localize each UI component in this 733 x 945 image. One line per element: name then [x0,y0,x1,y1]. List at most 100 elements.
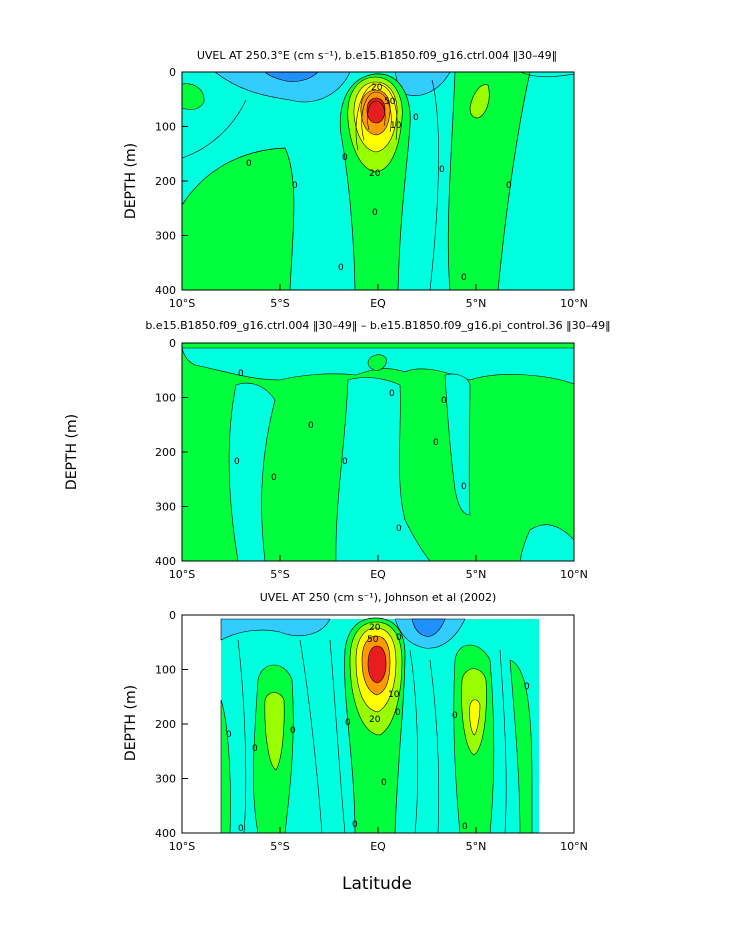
top-green-left [181,147,295,291]
bottom-title: UVEL AT 250 (cm s⁻¹), Johnson et al (200… [260,591,497,604]
top-y-tick-label: 0 [169,66,176,79]
top-green-surface-left [181,83,205,110]
bottom-ylabel: DEPTH (m) [123,685,139,761]
top-plot-area: 20 50 0 0 0 0 0 20 0 0 0 0 10 [181,71,575,291]
bottom-plot-area: 20 50 0 0 0 0 0 0 20 0 0 0 0 0 10 0 [181,614,575,834]
bottom-contour-labels: 20 50 0 0 0 0 0 0 20 0 0 0 0 0 10 0 [226,623,530,834]
top-x-tick-label: 5°S [270,297,289,310]
top-contour-labels: 20 50 0 0 0 0 0 20 0 0 0 0 10 [246,83,512,283]
middle-clabel-0-b: 0 [234,457,240,467]
top-clabel-0-b: 0 [292,181,298,191]
top-title: UVEL AT 250.3°E (cm s⁻¹), b.e15.B1850.f0… [197,49,557,62]
bottom-y-axis: 0 100 200 300 400 [155,609,188,840]
top-clabel-0-f: 0 [413,113,419,123]
top-clabel-0-g: 0 [439,165,445,175]
middle-x-tick-label: 5°N [466,568,487,581]
bottom-clabel-0-g: 0 [381,778,387,788]
middle-cyan-band-center [335,377,431,562]
bottom-yellow-band-right [469,699,481,736]
bottom-clabel-0-d: 0 [238,824,244,834]
bottom-y-tick-label: 0 [169,609,176,622]
bottom-clabel-0-j: 0 [452,711,458,721]
panel-bottom: UVEL AT 250 (cm s⁻¹), Johnson et al (200… [123,591,588,853]
middle-y-tick-label: 200 [155,446,176,459]
middle-green-blob [367,354,387,371]
middle-y-tick-label: 100 [155,392,176,405]
middle-x-tick-label: EQ [370,568,386,581]
middle-clabel-0-j: 0 [461,482,467,492]
bottom-clabel-10: 10 [388,690,400,700]
bottom-y-tick-label: 200 [155,718,176,731]
top-contour-lines [181,71,575,291]
bottom-x-tick-label: 10°S [169,840,195,853]
bottom-x-tick-label: 10°N [560,840,588,853]
top-clabel-0-i: 0 [506,181,512,191]
bottom-clabel-0-a: 0 [226,730,232,740]
bottom-x-tick-label: 5°N [466,840,487,853]
top-y-tick-label: 200 [155,175,176,188]
middle-cyan-band-right [444,373,471,516]
middle-clabel-0-d: 0 [308,421,314,431]
middle-plot-area: 0 0 0 0 0 0 0 0 0 0 [181,342,575,562]
top-lightblue-surface [214,71,351,103]
top-clabel-0-c: 0 [342,153,348,163]
middle-x-tick-label: 5°S [270,568,289,581]
middle-ylabel: DEPTH (m) [64,414,80,490]
middle-x-axis: 10°S 5°S EQ 5°N 10°N [169,555,588,581]
top-clabel-0-d: 0 [338,263,344,273]
top-x-axis: 10°S 5°S EQ 5°N 10°N [169,284,588,310]
bottom-clabel-0-k: 0 [462,822,468,832]
bottom-x-axis: 10°S 5°S EQ 5°N 10°N [169,827,588,853]
bottom-x-tick-label: EQ [370,840,386,853]
bottom-clabel-0-f: 0 [352,820,358,830]
top-x-tick-label: 10°S [169,297,195,310]
bottom-y-tick-label: 300 [155,773,176,786]
top-jet-red [366,97,386,124]
top-clabel-0-h: 0 [461,273,467,283]
top-clabel-20-b: 20 [369,169,381,179]
bottom-clabel-0-l: 0 [524,682,530,692]
middle-x-tick-label: 10°N [560,568,588,581]
top-x-tick-label: 5°N [466,297,487,310]
panel-middle: b.e15.B1850.f09_g16.ctrl.004 ‖30–49‖ – b… [64,319,611,581]
middle-contour-labels: 0 0 0 0 0 0 0 0 0 0 [234,369,467,534]
bottom-blue-core [411,618,446,637]
middle-y-tick-label: 400 [155,555,176,568]
middle-clabel-0-c: 0 [271,473,277,483]
top-ylabel: DEPTH (m) [123,143,139,219]
middle-x-tick-label: 10°S [169,568,195,581]
top-clabel-0-e: 0 [372,208,378,218]
middle-y-tick-label: 0 [169,337,176,350]
middle-clabel-0-f: 0 [389,389,395,399]
top-y-tick-label: 300 [155,230,176,243]
middle-y-tick-label: 300 [155,501,176,514]
top-clabel-50: 50 [384,97,396,107]
bottom-clabel-0-e: 0 [345,718,351,728]
middle-clabel-0-h: 0 [433,438,439,448]
top-blue-surface [264,71,319,82]
bottom-clabel-0-i: 0 [396,633,402,643]
top-y-tick-label: 100 [155,121,176,134]
top-lime-right [469,84,490,119]
top-x-tick-label: EQ [370,297,386,310]
middle-y-axis: 0 100 200 300 400 [155,337,188,568]
middle-cyan-band-left [228,382,276,562]
middle-clabel-0-i: 0 [441,396,447,406]
bottom-clabel-20-a: 20 [369,623,381,633]
top-clabel-20-a: 20 [371,83,383,93]
bottom-clabel-20-b: 20 [369,715,381,725]
bottom-lime-band-left [264,692,285,771]
top-clabel-0-a: 0 [246,159,252,169]
bottom-clabel-0-h: 0 [395,708,401,718]
bottom-clabel-50: 50 [367,635,379,645]
top-y-axis: 0 100 200 300 400 [155,66,188,297]
top-x-tick-label: 10°N [560,297,588,310]
middle-clabel-0-g: 0 [396,524,402,534]
middle-title: b.e15.B1850.f09_g16.ctrl.004 ‖30–49‖ – b… [145,319,610,332]
panel-top: UVEL AT 250.3°E (cm s⁻¹), b.e15.B1850.f0… [123,49,588,310]
x-axis-label: Latitude [342,874,412,894]
bottom-y-tick-label: 100 [155,664,176,677]
bottom-jet-red [367,645,387,684]
middle-clabel-0-a: 0 [238,369,244,379]
